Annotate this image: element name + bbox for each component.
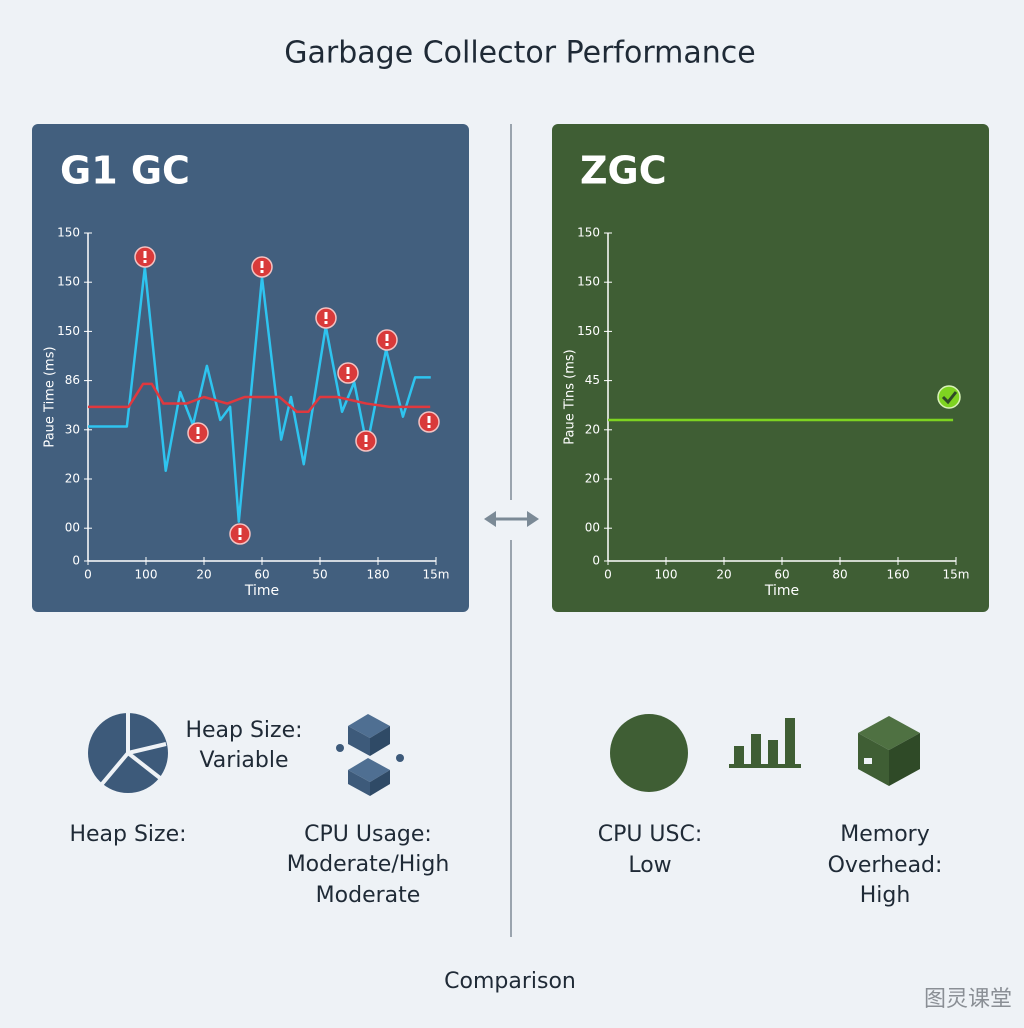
compare-arrow	[484, 511, 539, 527]
y-tick-label: 86	[65, 373, 80, 387]
panel-bg	[552, 124, 989, 612]
y-tick-label: 150	[577, 275, 600, 289]
note-text: CPU USC:	[598, 822, 703, 847]
alert-icon	[346, 376, 350, 379]
x-tick-label: 60	[254, 568, 269, 582]
y-tick-label: 00	[585, 521, 600, 535]
x-tick-label: 15m	[423, 568, 450, 582]
y-tick-label: 45	[585, 373, 600, 387]
pie-icon	[88, 713, 168, 793]
note-text: Heap Size:	[69, 822, 186, 847]
note-text: Moderate	[316, 883, 421, 908]
chart-title: G1 GC	[60, 149, 190, 193]
y-tick-label: 20	[585, 472, 600, 486]
alert-icon	[427, 425, 431, 428]
y-tick-label: 20	[585, 422, 600, 436]
alert-icon	[238, 537, 242, 540]
alert-icon	[385, 334, 389, 341]
note-text: Moderate/High	[287, 852, 450, 877]
y-tick-label: 00	[65, 521, 80, 535]
server-icon	[336, 714, 404, 796]
x-tick-label: 160	[887, 568, 910, 582]
x-tick-label: 50	[312, 568, 327, 582]
y-tick-label: 150	[577, 324, 600, 338]
alert-icon	[364, 435, 368, 442]
footer: Comparison	[444, 969, 576, 994]
watermark: 图灵课堂	[924, 987, 1012, 1012]
check-icon	[937, 385, 961, 409]
x-tick-label: 180	[367, 568, 390, 582]
alert-icon	[196, 436, 200, 439]
x-tick-label: 0	[604, 568, 612, 582]
y-axis-label: Paue Time (ms)	[43, 346, 58, 447]
alert-icon	[260, 270, 264, 273]
y-tick-label: 150	[57, 324, 80, 338]
note-text: High	[860, 883, 911, 908]
page-title: Garbage Collector Performance	[284, 36, 755, 71]
note-text: Variable	[199, 748, 288, 773]
panel-bg	[32, 124, 469, 612]
note-text: Heap Size:	[185, 718, 302, 743]
chart-title: ZGC	[580, 149, 667, 193]
x-tick-label: 20	[716, 568, 731, 582]
y-tick-label: 150	[57, 226, 80, 240]
alert-icon	[364, 444, 368, 447]
alert-icon	[427, 416, 431, 423]
series-line	[88, 266, 431, 523]
box-icon	[858, 716, 920, 786]
series-line	[88, 382, 431, 414]
alert-icon	[324, 321, 328, 324]
x-tick-label: 100	[655, 568, 678, 582]
alert-icon	[238, 528, 242, 535]
alert-icon	[385, 343, 389, 346]
alert-icon	[260, 261, 264, 268]
x-tick-label: 15m	[943, 568, 970, 582]
y-tick-label: 150	[577, 226, 600, 240]
y-tick-label: 0	[72, 554, 80, 568]
note-text: CPU Usage:	[304, 822, 432, 847]
x-tick-label: 20	[196, 568, 211, 582]
y-tick-label: 150	[57, 275, 80, 289]
y-tick-label: 20	[65, 472, 80, 486]
alert-icon	[196, 427, 200, 434]
x-tick-label: 80	[832, 568, 847, 582]
alert-icon	[143, 260, 147, 263]
note-text: Low	[628, 853, 671, 878]
check-icon	[941, 391, 958, 405]
x-axis-label: Time	[764, 583, 799, 599]
alert-icon	[324, 312, 328, 319]
note-text: Overhead:	[828, 853, 943, 878]
note-text: Memory	[840, 822, 929, 847]
circle-icon	[610, 714, 688, 792]
x-axis-label: Time	[244, 583, 279, 599]
y-tick-label: 0	[592, 554, 600, 568]
alert-icon	[143, 251, 147, 258]
x-tick-label: 60	[774, 568, 789, 582]
x-tick-label: 100	[135, 568, 158, 582]
x-tick-label: 0	[84, 568, 92, 582]
alert-icon	[346, 367, 350, 374]
y-tick-label: 30	[65, 422, 80, 436]
y-axis-label: Paue Tins (ms)	[563, 349, 578, 444]
bars-icon	[729, 718, 801, 768]
